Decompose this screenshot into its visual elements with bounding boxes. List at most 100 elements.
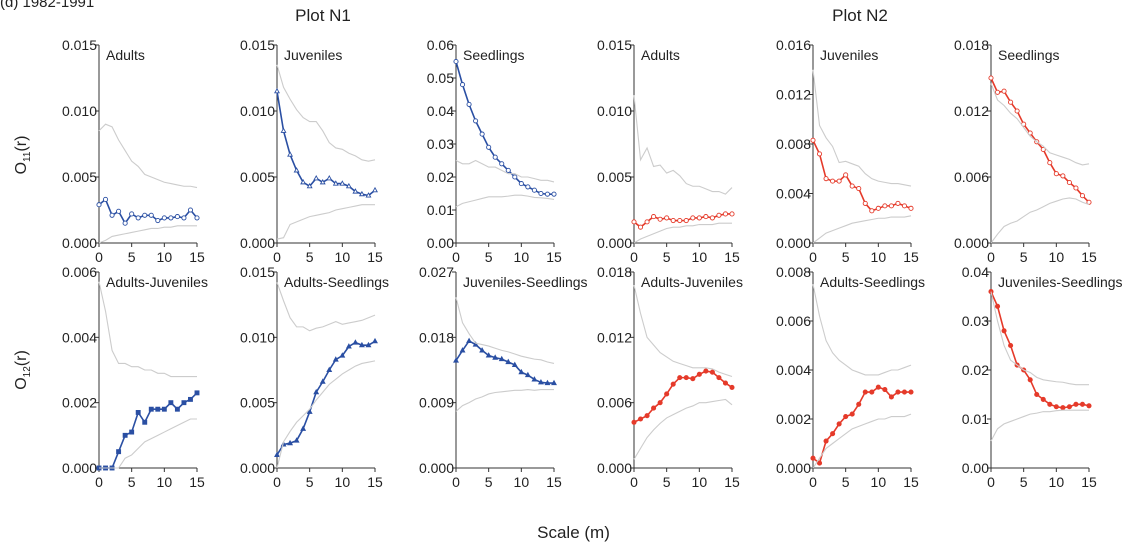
- data-point: [1086, 403, 1092, 409]
- envelope-lower-line: [276, 360, 376, 469]
- data-point: [512, 174, 518, 180]
- data-point: [1034, 391, 1040, 398]
- data-point: [109, 212, 115, 218]
- envelope-upper-line: [455, 297, 555, 365]
- x-tick-label: 0: [809, 249, 817, 265]
- chart-panel-7: 0.000 0.002 0.004 0.006 0 5 10 15 Adults-Juvenil…: [62, 264, 208, 490]
- envelope-lower-line: [990, 197, 1090, 244]
- data-point: [155, 406, 161, 412]
- chart-panel-5: 0.000 0.004 0.008 0.012 0.016 0 5 10 15 Juveniles: [776, 37, 919, 265]
- data-point: [644, 219, 650, 225]
- data-point: [453, 357, 459, 363]
- plot-n2-title: Plot N2: [832, 6, 888, 25]
- x-tick-label: 15: [189, 474, 205, 490]
- data-point: [300, 425, 307, 431]
- data-point: [1008, 342, 1014, 349]
- x-tick-label: 10: [871, 249, 887, 265]
- observed-series-line: [990, 291, 1090, 409]
- data-point: [168, 400, 174, 406]
- data-point: [129, 211, 135, 217]
- data-point: [849, 411, 855, 417]
- y-tick-label: 0.02: [427, 169, 454, 185]
- y-tick-label: 0.02: [962, 362, 989, 378]
- panel-title: Adults-Juveniles: [641, 274, 743, 290]
- y-tick-label: 0.005: [240, 169, 275, 185]
- envelope-upper-line: [990, 291, 1089, 386]
- data-point: [524, 371, 531, 378]
- envelope-lower-line: [633, 398, 733, 460]
- data-point: [372, 337, 378, 344]
- envelope-lower-line: [633, 222, 732, 244]
- data-point: [895, 389, 901, 395]
- data-point: [339, 352, 346, 358]
- data-point: [486, 144, 492, 150]
- y-tick-label: 0.000: [62, 460, 97, 476]
- panel-title: Juveniles-Seedlings: [463, 274, 588, 290]
- x-tick-label: 0: [809, 474, 817, 490]
- data-point: [135, 215, 141, 221]
- data-point: [888, 394, 894, 400]
- data-point: [908, 205, 914, 211]
- y-tick-label: 0.008: [776, 136, 811, 152]
- data-point: [869, 389, 875, 395]
- data-point: [459, 347, 466, 353]
- y-tick-label: 0.012: [597, 329, 632, 345]
- data-point: [472, 341, 479, 347]
- observed-series-line: [812, 139, 912, 212]
- data-point: [485, 352, 492, 358]
- y-tick-label: 0.005: [597, 169, 632, 185]
- x-tick-label: 5: [306, 249, 314, 265]
- envelope-upper-line: [98, 281, 197, 378]
- y-tick-label: 0.03: [427, 136, 454, 152]
- data-point: [174, 406, 180, 412]
- observed-series-line: [633, 370, 733, 423]
- y-tick-label: 0.004: [776, 186, 811, 202]
- x-tick-label: 0: [273, 249, 281, 265]
- observed-series-line: [812, 386, 911, 465]
- data-point: [696, 215, 702, 221]
- x-tick-label: 0: [273, 474, 281, 490]
- x-tick-label: 15: [546, 249, 562, 265]
- y-tick-label: 0.004: [62, 329, 97, 345]
- data-point: [690, 215, 696, 221]
- data-point: [511, 361, 518, 367]
- y-tick-label: 0.012: [776, 87, 811, 103]
- data-point: [174, 214, 180, 220]
- data-point: [161, 406, 167, 412]
- data-point: [823, 176, 829, 182]
- data-point: [479, 131, 485, 137]
- data-point: [716, 375, 722, 381]
- data-point: [651, 214, 657, 220]
- y-tick-label: 0.018: [597, 264, 632, 280]
- data-point: [901, 203, 908, 209]
- data-point: [843, 172, 849, 178]
- data-point: [1073, 185, 1079, 191]
- data-point: [332, 356, 339, 362]
- y-tick-label: 0.005: [240, 395, 275, 411]
- data-point: [280, 127, 287, 133]
- y-tick-label: 0.027: [419, 264, 454, 280]
- panel-title: Seedlings: [463, 47, 525, 63]
- data-point: [994, 303, 1001, 309]
- data-point: [287, 439, 294, 446]
- x-tick-label: 10: [335, 474, 351, 490]
- figure-panel-label: (d) 1982-1991: [0, 0, 95, 11]
- data-point: [677, 218, 683, 224]
- data-point: [168, 215, 174, 221]
- envelope-upper-line: [633, 284, 733, 378]
- data-point: [453, 58, 459, 65]
- y-tick-label: 0.015: [240, 264, 275, 280]
- data-point: [499, 161, 505, 167]
- panel-title: Adults-Juveniles: [106, 274, 208, 290]
- data-point: [135, 410, 141, 415]
- data-point: [1047, 401, 1053, 407]
- x-tick-label: 10: [692, 474, 708, 490]
- envelope-lower-line: [455, 389, 554, 412]
- x-tick-label: 0: [95, 249, 103, 265]
- x-tick-label: 15: [724, 474, 740, 490]
- data-point: [306, 182, 313, 189]
- data-point: [908, 389, 914, 395]
- x-tick-label: 15: [367, 249, 383, 265]
- data-point: [631, 219, 637, 225]
- x-tick-label: 5: [128, 474, 136, 490]
